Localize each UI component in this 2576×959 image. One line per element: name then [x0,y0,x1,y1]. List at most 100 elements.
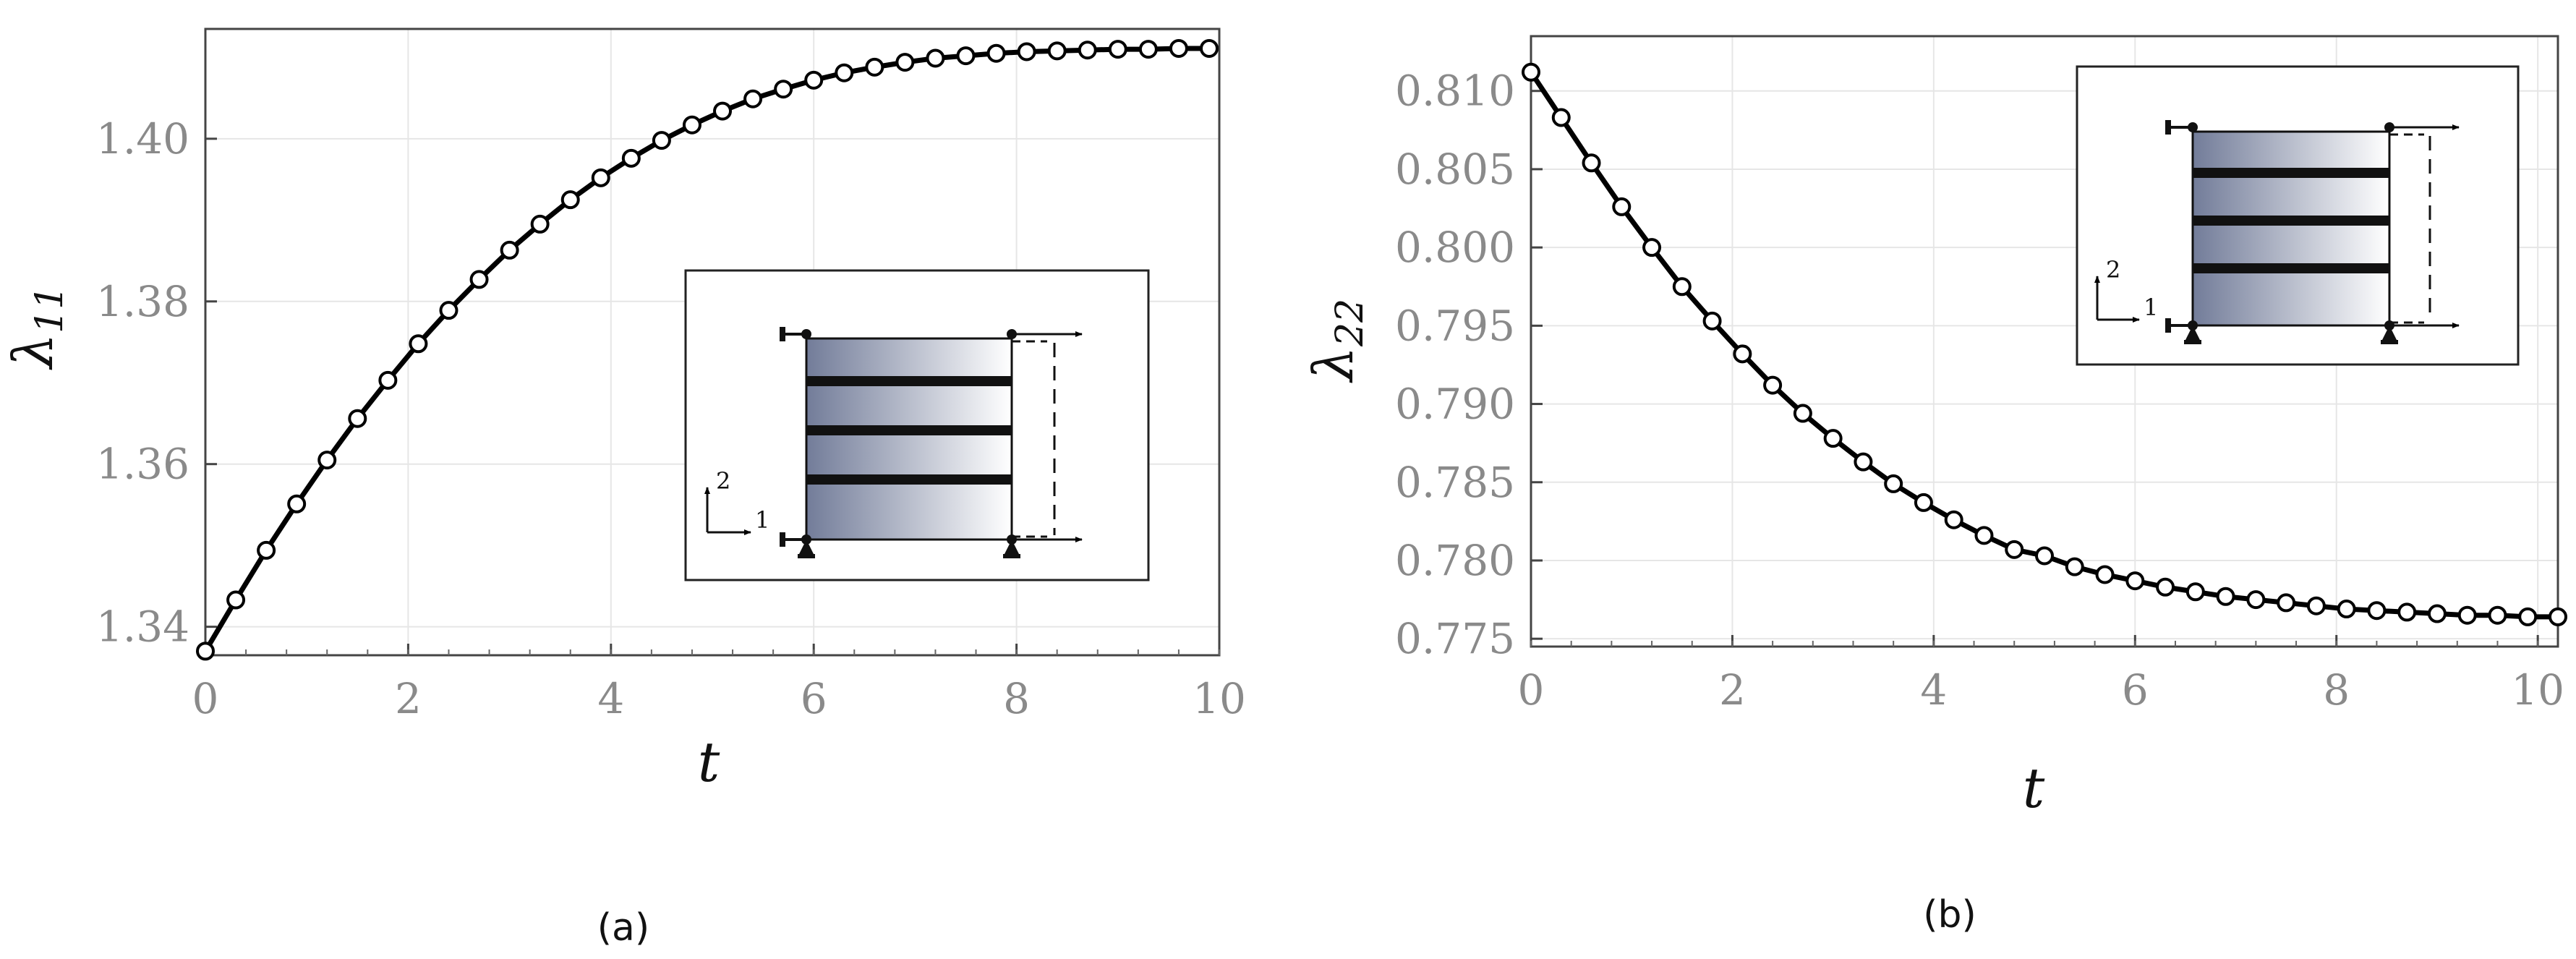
data-point [1763,375,1783,395]
roller-support [780,532,785,547]
axis-label-1: 1 [755,506,769,534]
data-point [713,101,733,121]
data-point [1017,42,1036,61]
data-point [1078,41,1097,60]
data-series [196,38,1219,661]
data-point [2005,540,2024,559]
hinge-node [801,329,811,339]
data-point [1733,344,1752,364]
data-point [2156,577,2175,597]
pin-support [2185,325,2200,340]
plot-frame [1530,35,2559,648]
data-point [2095,565,2115,584]
x-tick-label: 8 [1003,674,1030,723]
data-point [348,409,367,428]
data-point [1914,493,1933,512]
data-point [2185,582,2205,602]
y-axis-title: λ22 [1301,299,1372,383]
data-point [804,70,824,90]
data-point [1793,404,1812,423]
hinge-node [2384,122,2394,132]
x-tick-label: 2 [1719,665,1746,715]
data-point [895,53,915,72]
y-axis-subscript: 11 [28,286,72,333]
y-tick-label: 0.795 [1395,301,1515,350]
series-line [202,46,1209,653]
data-point [1702,311,1722,331]
data-point [1169,38,1188,58]
y-tick-label: 0.790 [1395,380,1515,429]
data-point [1138,40,1158,59]
data-point [1854,452,1873,472]
data-point [2427,604,2447,623]
data-point [378,370,398,390]
x-tick-label: 4 [597,674,624,723]
x-tick-label: 10 [1193,674,1246,723]
data-point [1108,40,1127,59]
pin-support [2184,340,2201,344]
data-point [1199,38,1219,58]
inset-schematic: 2 1 [2076,65,2520,366]
fiber-layer [806,376,1012,386]
fiber-layer [2193,216,2389,226]
x-tick-label: 0 [192,674,219,723]
pin-support [1005,540,1019,554]
roller-support [2165,318,2171,333]
data-point [226,590,246,610]
x-tick-label: 4 [1920,665,1947,715]
panel-label-b: (b) [1923,893,1976,937]
x-tick-labels: 0 2 4 6 8 10 [1518,665,2565,715]
pin-support [798,554,815,558]
data-point [530,214,550,234]
data-point [1582,153,1601,173]
y-axis-title: λ11 [1,286,72,370]
data-point [560,190,580,210]
data-point [1612,197,1632,216]
panel-label-a: (a) [597,906,649,950]
pin-support [2382,325,2397,340]
data-point [287,494,307,513]
pin-support [2381,340,2398,344]
x-tick-label: 8 [2323,665,2350,715]
data-point [2277,593,2296,613]
data-point [865,57,884,77]
data-point [1884,474,1903,493]
axis-ticks [204,137,1221,655]
hinge-node [2188,122,2198,132]
data-point [500,240,519,260]
data-point [1551,108,1571,127]
y-axis-subscript: 22 [1328,299,1372,347]
data-point [835,63,854,82]
data-point [2337,600,2356,619]
data-series [1522,62,2567,626]
data-point [2306,596,2326,615]
x-tick-label: 6 [801,674,827,723]
data-point [317,451,337,470]
x-tick-label: 10 [2511,665,2564,715]
data-point [1672,277,1692,297]
chart-lambda-11: 0 2 4 6 8 10 1.34 1.36 1.38 1.40 λ11 t (a) [1,27,1246,950]
fiber-layer [806,474,1012,485]
data-point [621,148,641,168]
y-tick-label: 1.34 [96,602,189,652]
y-tick-label: 0.780 [1395,536,1515,585]
data-point [1047,41,1067,61]
data-point [2549,607,2567,626]
data-point [1944,510,1963,529]
composite-slab [2191,130,2391,327]
data-point [591,168,610,187]
x-tick-label: 6 [2122,665,2149,715]
data-point [1642,238,1662,257]
data-point [774,80,793,99]
data-point [1823,429,1843,448]
data-point [2397,602,2417,622]
data-point [2216,587,2235,606]
data-point [682,115,701,135]
data-point [1522,62,1540,82]
x-axis-title: t [2023,756,2045,820]
plot-frame [204,27,1221,657]
data-point [956,46,976,66]
data-point [469,270,489,289]
chart-lambda-22: 0 2 4 6 8 10 0.7750.7800.7850.7900.7950.8000.… [1301,35,2567,937]
